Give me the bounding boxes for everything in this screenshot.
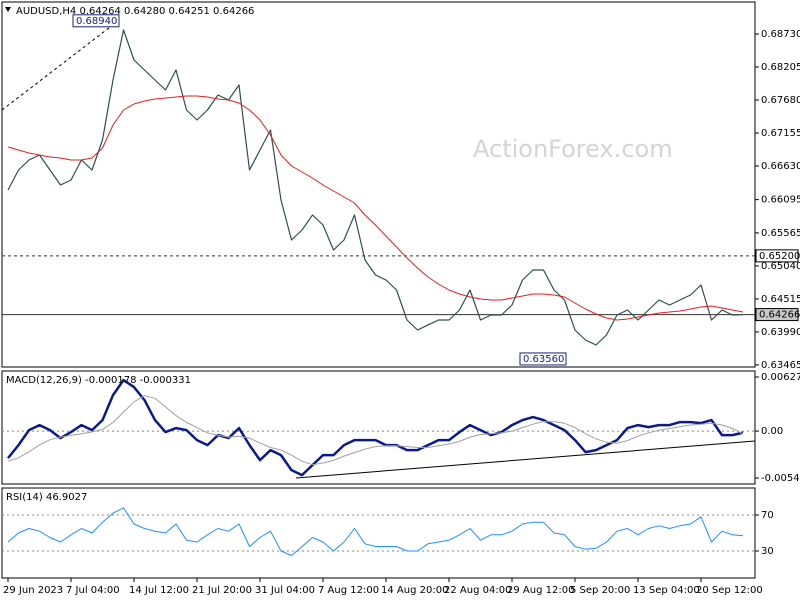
x-tick-label: 14 Jul 12:00 bbox=[129, 585, 189, 596]
annotation-box bbox=[519, 352, 567, 366]
y-tick-label: 0.006275 bbox=[761, 372, 800, 383]
trend-line bbox=[295, 440, 756, 479]
x-tick-label: 31 Jul 04:00 bbox=[255, 585, 315, 596]
annotation-box bbox=[72, 14, 120, 28]
level-box bbox=[755, 308, 799, 322]
series-line bbox=[7, 507, 744, 556]
x-tick-label: 22 Aug 04:00 bbox=[444, 585, 511, 596]
watermark: ActionForex.com bbox=[473, 135, 673, 163]
y-tick-label: 0.65565 bbox=[761, 228, 800, 239]
y-tick-label: 0.67155 bbox=[761, 128, 800, 139]
level-label: 0.65200 bbox=[759, 251, 800, 262]
panel-title: MACD(12,26,9) -0.000178 -0.000331 bbox=[6, 375, 191, 386]
trend-line bbox=[1, 20, 119, 111]
panel-title: AUDUSD,H4 0.64264 0.64280 0.64251 0.6426… bbox=[16, 6, 254, 17]
y-tick-label: 0.66095 bbox=[761, 195, 800, 206]
x-tick-label: 20 Sep 12:00 bbox=[696, 585, 763, 596]
y-tick-label: 0.00 bbox=[761, 426, 783, 437]
y-tick-label: 70 bbox=[761, 510, 774, 521]
panel-frame bbox=[1, 370, 756, 485]
series-line bbox=[7, 378, 744, 477]
x-tick-label: 29 Jun 2023 bbox=[3, 585, 63, 596]
x-tick-label: 29 Aug 12:00 bbox=[507, 585, 574, 596]
y-tick-label: 0.64515 bbox=[761, 294, 800, 305]
x-tick-label: 5 Sep 20:00 bbox=[570, 585, 630, 596]
level-label: 0.64266 bbox=[759, 310, 800, 321]
panel-frame bbox=[1, 1, 756, 368]
y-tick-label: 0.65040 bbox=[761, 261, 800, 272]
y-tick-label: 0.68205 bbox=[761, 62, 800, 73]
x-tick-label: 7 Aug 12:00 bbox=[318, 585, 379, 596]
x-tick-label: 14 Aug 20:00 bbox=[381, 585, 448, 596]
y-tick-label: 0.66630 bbox=[761, 161, 800, 172]
series-line bbox=[7, 95, 744, 321]
menu-icon bbox=[5, 7, 11, 12]
series-line bbox=[7, 395, 744, 466]
series-line bbox=[7, 29, 744, 346]
y-tick-label: 0.68730 bbox=[761, 29, 800, 40]
x-tick-label: 7 Jul 04:00 bbox=[66, 585, 120, 596]
y-tick-label: -0.005446 bbox=[761, 473, 800, 484]
x-tick-label: 13 Sep 04:00 bbox=[633, 585, 700, 596]
y-tick-label: 0.63990 bbox=[761, 327, 800, 338]
y-tick-label: 0.63465 bbox=[761, 360, 800, 371]
y-tick-label: 0.67680 bbox=[761, 95, 800, 106]
annotation-label: 0.63560 bbox=[523, 354, 564, 365]
panel-frame bbox=[1, 487, 756, 579]
y-tick-label: 30 bbox=[761, 546, 774, 557]
level-box bbox=[755, 249, 799, 263]
annotation-label: 0.68940 bbox=[76, 16, 117, 27]
panel-title: RSI(14) 46.9027 bbox=[6, 492, 87, 503]
x-tick-label: 21 Jul 20:00 bbox=[192, 585, 252, 596]
